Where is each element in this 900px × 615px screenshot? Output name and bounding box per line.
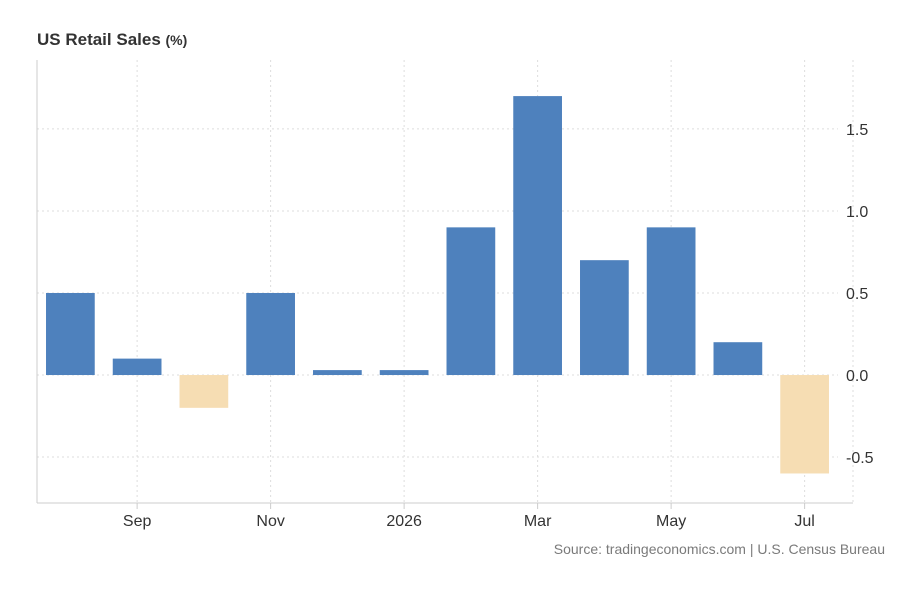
y-tick-label: 0.5: [846, 286, 868, 303]
bar-10: [646, 227, 696, 376]
bar-4: [246, 292, 295, 376]
chart-title: US Retail Sales (%): [37, 30, 187, 50]
bar-12: [780, 375, 829, 474]
x-tick-label: Sep: [123, 513, 152, 530]
source-note: Source: tradingeconomics.com | U.S. Cens…: [553, 541, 885, 557]
chart-title-text: US Retail Sales: [37, 30, 161, 49]
chart-title-unit: (%): [165, 32, 188, 48]
x-tick-label: Mar: [524, 513, 552, 530]
bar-8: [513, 96, 562, 376]
x-tick-label: Nov: [256, 513, 284, 530]
y-tick-label: 1.5: [846, 122, 868, 139]
y-tick-label: 1.0: [846, 204, 868, 221]
bar-2: [112, 358, 162, 376]
chart-grid: [37, 60, 854, 503]
bar-1: [46, 292, 95, 376]
bar-9: [580, 260, 629, 376]
bar-7: [446, 227, 496, 376]
chart-bars: [46, 96, 829, 474]
chart-ticks: -0.5 0.0 0.5 1.0 1.5 Sep Nov 2026 Mar May Jul: [123, 122, 874, 530]
bar-6: [379, 370, 429, 376]
x-tick-label: May: [656, 513, 686, 530]
x-tick-label: Jul: [794, 513, 814, 530]
y-tick-label: -0.5: [846, 450, 874, 467]
bar-3: [179, 375, 229, 408]
x-tick-label: 2026: [386, 513, 422, 530]
bar-11: [713, 342, 763, 376]
chart-axes: [36, 60, 853, 509]
bar-5: [313, 370, 362, 376]
y-tick-label: 0.0: [846, 368, 868, 385]
